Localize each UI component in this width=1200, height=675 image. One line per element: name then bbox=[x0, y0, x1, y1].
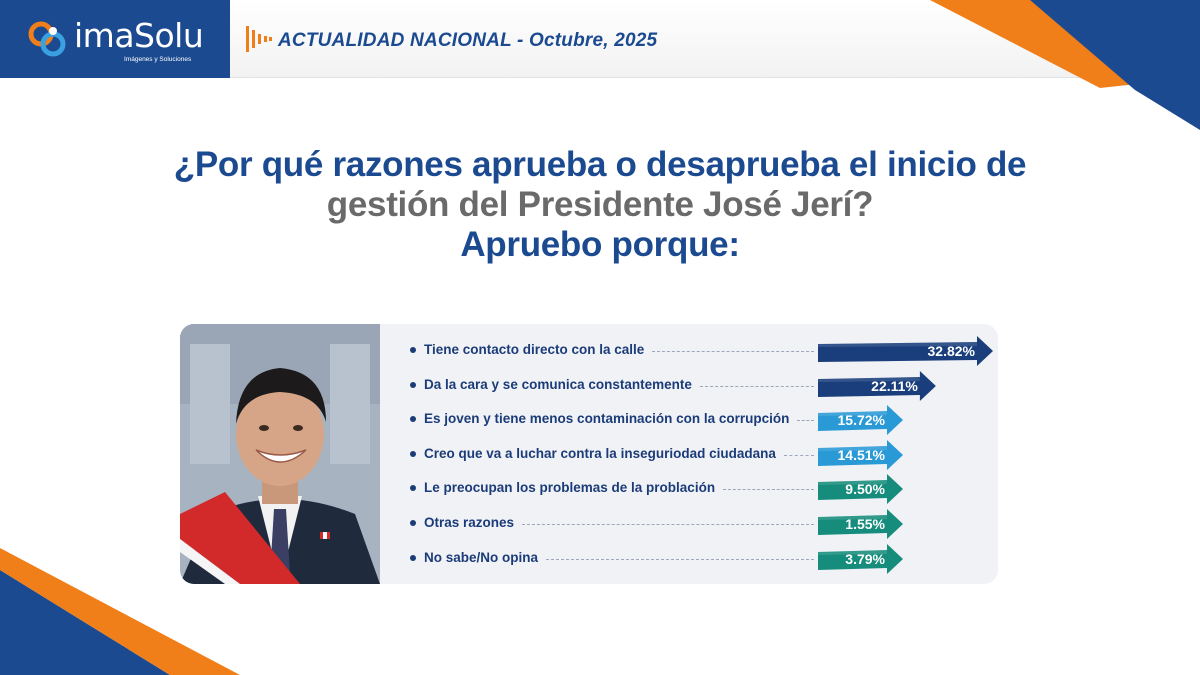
leader-line bbox=[522, 524, 814, 525]
bar-arrow-shape bbox=[818, 439, 903, 470]
bar-category-label: No sabe/No opina bbox=[424, 549, 539, 565]
bar-arrow bbox=[818, 543, 903, 574]
bar-arrow-highlight bbox=[818, 549, 887, 555]
bar-arrow bbox=[818, 509, 903, 539]
bar-arrow-highlight bbox=[818, 445, 887, 451]
bar-arrow-shape bbox=[818, 370, 936, 401]
bar-row: No sabe/No opina 3.79% bbox=[390, 542, 998, 576]
leader-line bbox=[546, 558, 814, 560]
logo: imaSolu Imágenes y Soluciones bbox=[0, 0, 230, 78]
bar-arrow bbox=[818, 336, 993, 366]
bar-arrow-highlight bbox=[818, 411, 887, 417]
bar-arrow bbox=[818, 474, 903, 505]
bar-value-label: 3.79% bbox=[845, 550, 885, 567]
bar-row: Creo que va a luchar contra la insegurio… bbox=[390, 438, 998, 472]
leader-line bbox=[700, 385, 814, 387]
bar-row: Es joven y tiene menos contaminación con… bbox=[390, 403, 998, 437]
bar-arrow-shape bbox=[818, 543, 903, 574]
bar-arrow-highlight bbox=[818, 515, 887, 520]
bar-row: Otras razones 1.55% bbox=[390, 507, 998, 541]
bar-value-label: 15.72% bbox=[837, 412, 885, 429]
leader-line bbox=[723, 489, 814, 491]
sound-bars-icon bbox=[246, 26, 272, 52]
bar-arrow bbox=[818, 370, 936, 401]
bullet-dot bbox=[410, 520, 416, 526]
header-title: ACTUALIDAD NACIONAL - Octubre, 2025 bbox=[278, 30, 658, 51]
bar-value-label: 22.11% bbox=[871, 377, 918, 394]
bar-category-label: Es joven y tiene menos contaminación con… bbox=[424, 411, 790, 427]
results-panel: Tiene contacto directo con la calle 32.82… bbox=[180, 324, 998, 584]
bullet-dot bbox=[410, 347, 416, 353]
bullet-dot bbox=[410, 381, 416, 388]
logo-tagline: Imágenes y Soluciones bbox=[124, 56, 192, 63]
bar-value-label: 14.51% bbox=[837, 446, 885, 463]
bar-category-label: Da la cara y se comunica constantemente bbox=[424, 376, 692, 392]
question-line-2: gestión del Presidente José Jerí? bbox=[326, 185, 874, 224]
bar-category-label: Otras razones bbox=[424, 515, 515, 530]
bar-category-label: Creo que va a luchar contra la insegurio… bbox=[424, 445, 776, 461]
bar-chart: Tiene contacto directo con la calle 32.82… bbox=[390, 324, 998, 584]
bar-arrow bbox=[818, 405, 903, 436]
bar-value-label: 1.55% bbox=[845, 516, 885, 532]
bullet-dot bbox=[410, 554, 416, 561]
bar-value-label: 9.50% bbox=[845, 481, 885, 498]
bullet-dot bbox=[410, 485, 416, 492]
leader-line bbox=[652, 351, 814, 352]
bar-row: Da la cara y se comunica constantemente 2… bbox=[390, 369, 998, 403]
bar-row: Tiene contacto directo con la calle 32.82… bbox=[390, 334, 998, 368]
bar-arrow-shape bbox=[818, 474, 903, 505]
bar-arrow-highlight bbox=[818, 342, 977, 347]
bullet-dot bbox=[410, 416, 416, 423]
bar-arrow-highlight bbox=[818, 376, 920, 382]
bar-arrow bbox=[818, 439, 903, 470]
president-photo bbox=[180, 324, 380, 584]
bar-arrow-shape bbox=[818, 405, 903, 436]
logo-icon bbox=[28, 21, 66, 57]
bar-value-label: 32.82% bbox=[927, 343, 975, 359]
bar-arrow-shape bbox=[818, 336, 993, 366]
leader-line bbox=[797, 420, 814, 422]
bullet-dot bbox=[410, 450, 416, 457]
bar-row: Le preocupan los problemas de la problac… bbox=[390, 472, 998, 506]
top-right-corner-decoration bbox=[930, 0, 1200, 130]
bottom-left-corner-decoration bbox=[0, 530, 240, 675]
bar-category-label: Tiene contacto directo con la calle bbox=[424, 342, 645, 357]
question-line-1: ¿Por qué razones aprueba o desaprueba el… bbox=[173, 145, 1027, 184]
leader-line bbox=[784, 454, 814, 456]
bar-arrow-highlight bbox=[818, 480, 887, 486]
logo-text: imaSolu bbox=[74, 16, 204, 55]
bar-arrow-shape bbox=[818, 509, 903, 539]
question-line-3: Apruebo porque: bbox=[460, 225, 740, 264]
bar-category-label: Le preocupan los problemas de la problac… bbox=[424, 480, 716, 496]
question-heading: ¿Por qué razones aprueba o desaprueba el… bbox=[0, 145, 1200, 265]
